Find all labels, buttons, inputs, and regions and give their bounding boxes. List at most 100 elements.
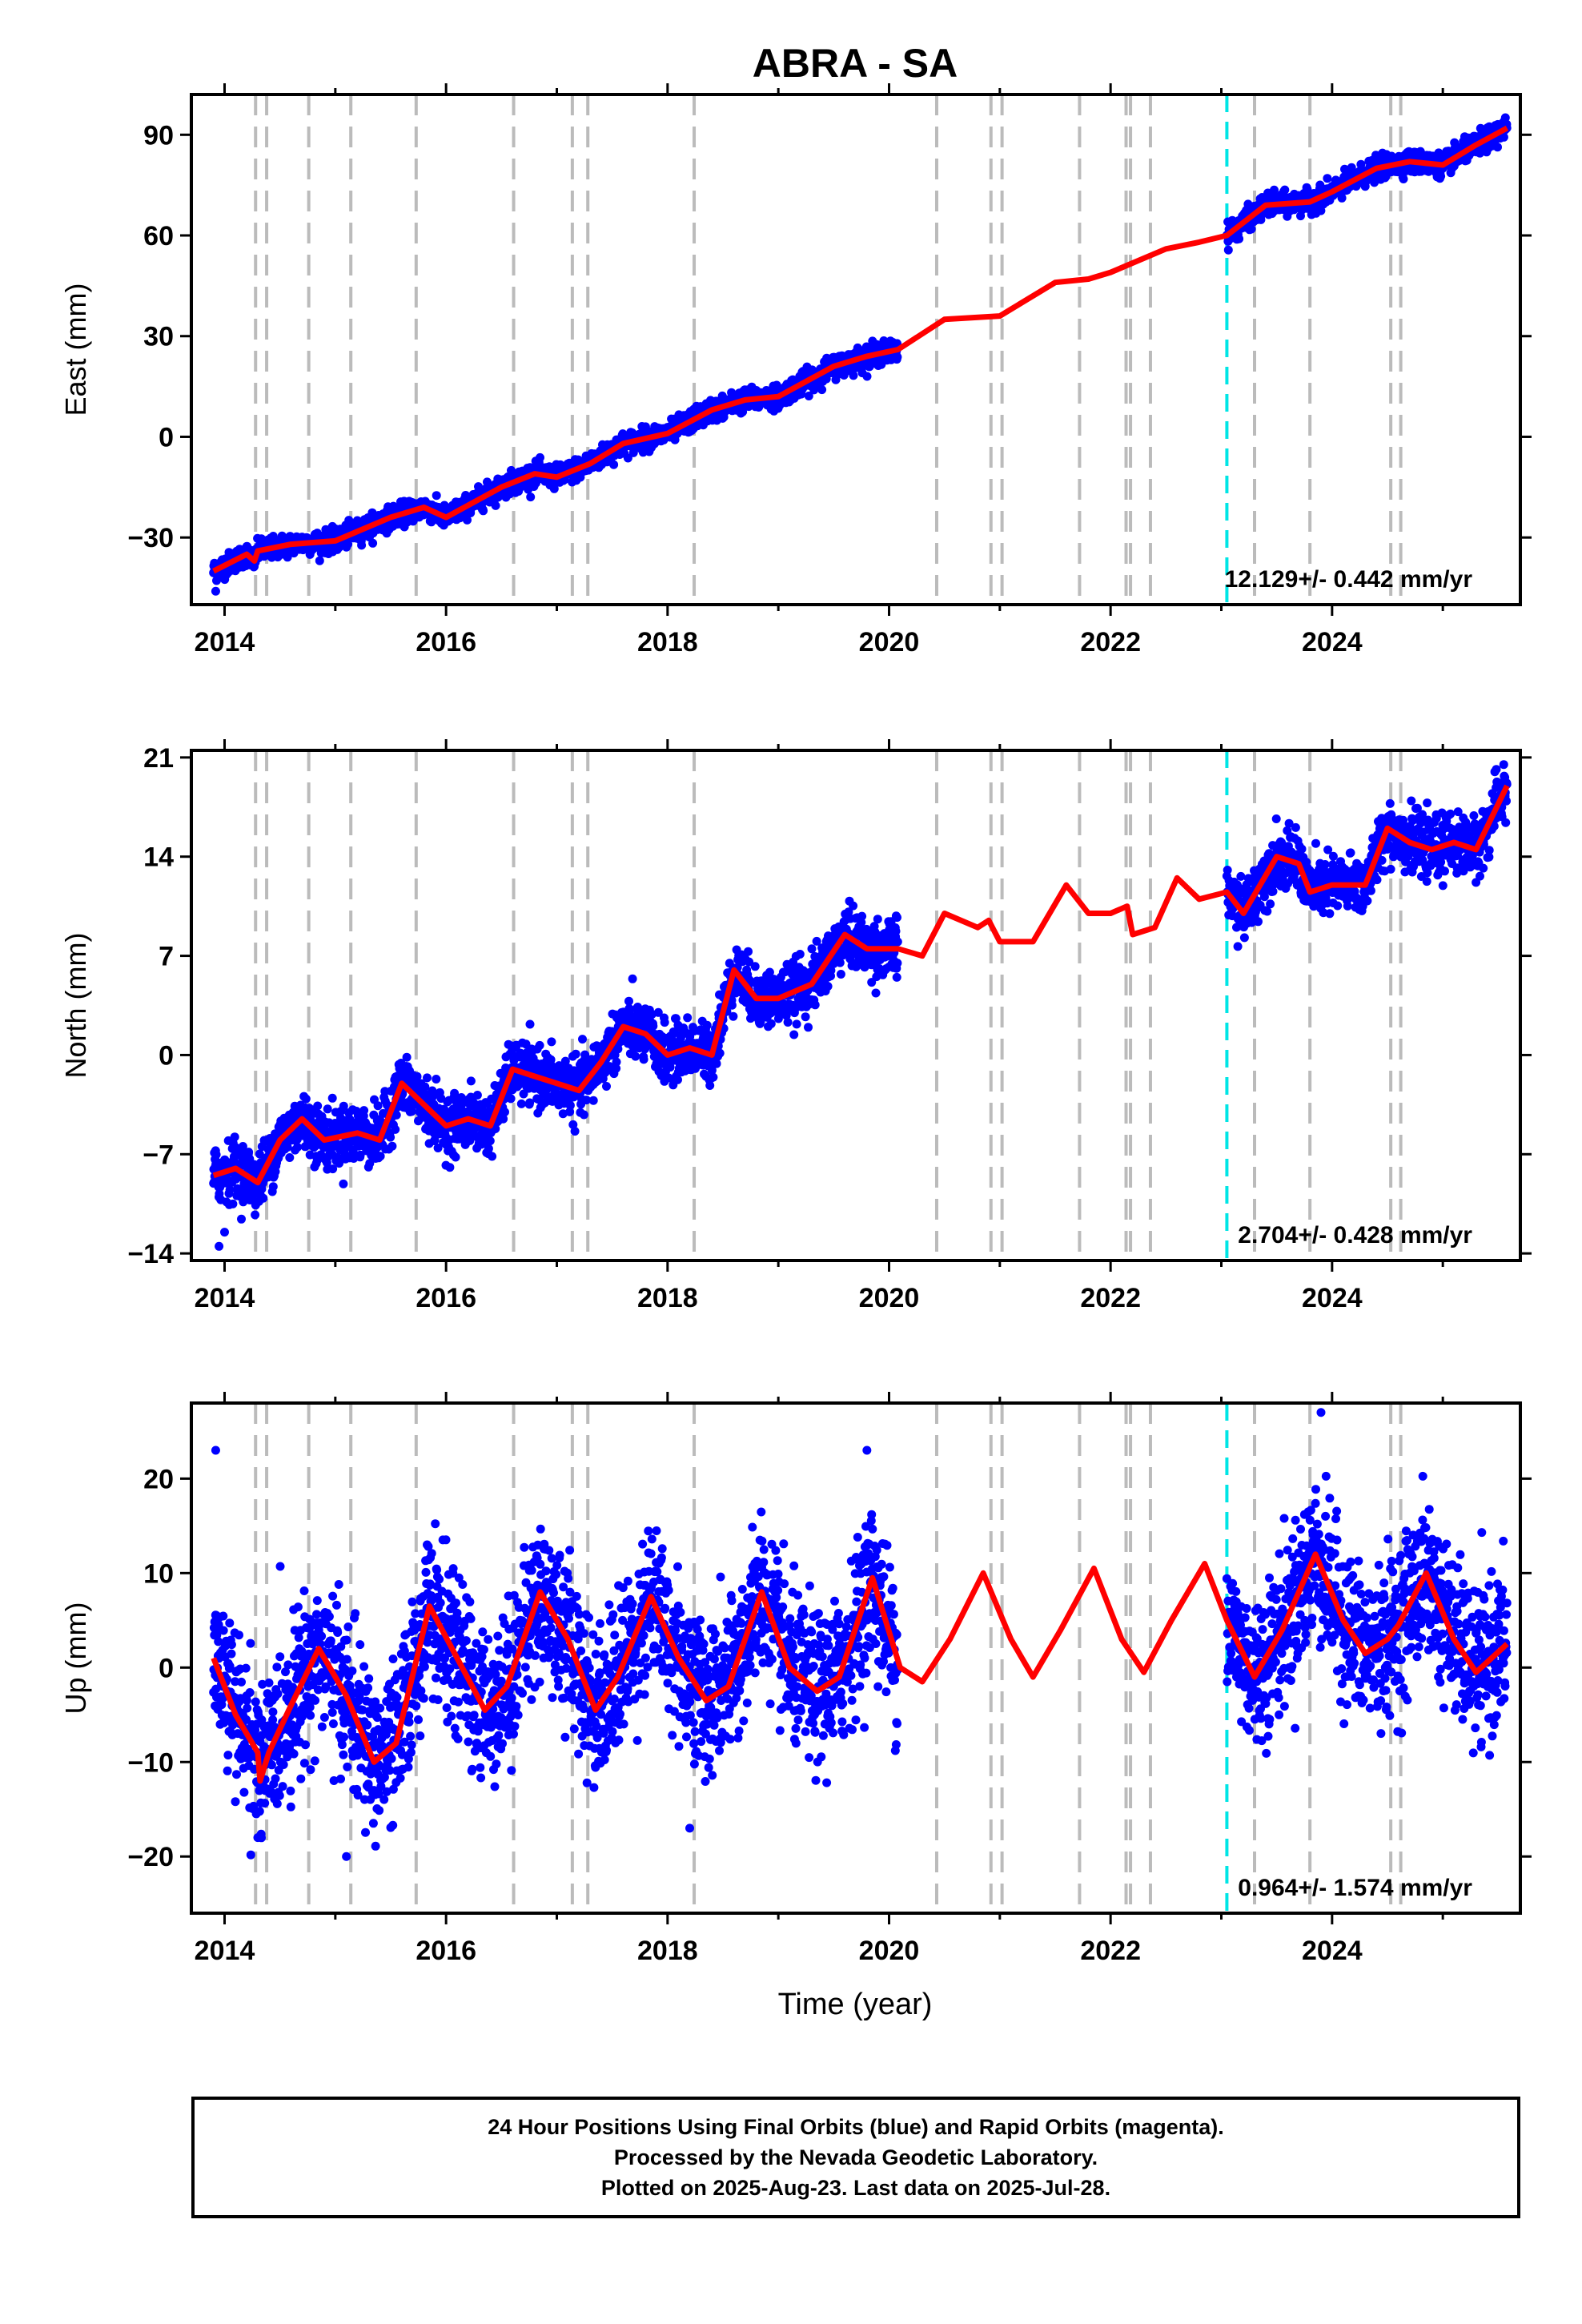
data-point — [1270, 185, 1279, 195]
x-tick-label: 2016 — [416, 627, 476, 657]
y-tick-label: 30 — [143, 322, 174, 352]
data-point — [483, 477, 492, 487]
data-point — [375, 1152, 385, 1161]
data-point — [571, 1049, 580, 1059]
data-point — [491, 501, 500, 510]
data-point — [211, 586, 220, 596]
data-points-east — [209, 113, 1512, 596]
data-point — [339, 1179, 348, 1188]
data-point — [558, 1109, 568, 1119]
data-point — [817, 385, 827, 395]
data-point — [228, 1199, 238, 1208]
data-point — [451, 1152, 460, 1162]
x-tick-label: 2020 — [859, 627, 920, 657]
data-point — [582, 1096, 591, 1105]
data-point — [488, 1152, 497, 1161]
data-point — [1223, 245, 1233, 255]
data-point — [391, 1124, 400, 1134]
data-point — [570, 1127, 580, 1136]
data-point — [1235, 234, 1244, 243]
data-point — [432, 491, 441, 501]
data-point — [479, 506, 488, 516]
data-point — [702, 1020, 712, 1030]
data-point — [466, 1076, 476, 1086]
data-point — [588, 1096, 598, 1105]
data-point — [211, 1150, 221, 1160]
plot-frame — [190, 93, 1522, 606]
data-point — [673, 1075, 682, 1084]
data-point — [519, 1089, 528, 1099]
data-point — [624, 996, 633, 1006]
data-point — [707, 1066, 717, 1075]
data-point — [491, 1124, 500, 1133]
data-point — [709, 1072, 718, 1082]
plot-area-north — [209, 750, 1512, 1261]
data-point — [893, 352, 902, 362]
data-point — [804, 392, 813, 400]
data-point — [368, 538, 378, 548]
data-point — [671, 1014, 681, 1023]
data-point — [1337, 193, 1347, 203]
data-point — [343, 540, 353, 549]
data-point — [1280, 185, 1290, 195]
data-point — [323, 1104, 332, 1114]
data-point — [500, 1108, 509, 1117]
data-point — [712, 1059, 721, 1068]
data-point — [463, 515, 472, 525]
data-point — [526, 493, 536, 502]
data-point — [546, 1055, 556, 1064]
y-tick-label: 90 — [143, 120, 174, 151]
data-point — [670, 1028, 680, 1038]
data-point — [238, 1142, 247, 1151]
data-point — [485, 1136, 495, 1146]
data-point — [738, 407, 748, 416]
data-point — [357, 541, 367, 550]
data-point — [639, 1055, 648, 1064]
x-tick-label: 2018 — [637, 627, 698, 657]
data-point — [613, 1044, 623, 1054]
data-point — [359, 1106, 369, 1116]
data-point — [433, 1144, 443, 1152]
data-point — [386, 1132, 396, 1142]
data-point — [727, 1000, 737, 1010]
y-tick-label: −30 — [127, 523, 174, 553]
data-point — [255, 1149, 264, 1159]
data-point — [612, 1057, 621, 1067]
data-point — [365, 1159, 375, 1168]
data-point — [1493, 143, 1502, 152]
data-point — [412, 1072, 422, 1081]
data-point — [237, 1214, 246, 1224]
data-point — [549, 484, 559, 493]
y-axis-label: East (mm) — [59, 283, 92, 416]
data-point — [387, 1141, 397, 1151]
data-point — [355, 1150, 365, 1160]
data-point — [1247, 224, 1256, 234]
data-point — [1436, 171, 1446, 181]
data-point — [579, 1110, 588, 1120]
data-point — [313, 1101, 323, 1111]
data-point — [373, 1101, 383, 1111]
data-point — [430, 1136, 440, 1145]
data-point — [339, 1101, 348, 1111]
data-point — [609, 460, 619, 469]
data-point — [623, 453, 632, 463]
data-point — [268, 1182, 278, 1192]
y-tick-label: 0 — [159, 422, 174, 452]
data-point — [653, 1007, 663, 1017]
data-point — [525, 1098, 535, 1108]
data-point — [862, 372, 872, 381]
data-point — [1399, 175, 1408, 183]
data-point — [705, 1081, 715, 1090]
x-tick-label: 2024 — [1302, 627, 1363, 657]
data-point — [547, 1037, 556, 1047]
data-point — [499, 1114, 508, 1124]
x-tick-label: 2022 — [1080, 627, 1141, 657]
data-point — [578, 1035, 587, 1044]
x-tick-label: 2014 — [195, 627, 255, 657]
data-point — [420, 1082, 430, 1092]
data-point — [628, 974, 637, 983]
data-point — [535, 1040, 544, 1050]
data-point — [715, 1048, 725, 1058]
